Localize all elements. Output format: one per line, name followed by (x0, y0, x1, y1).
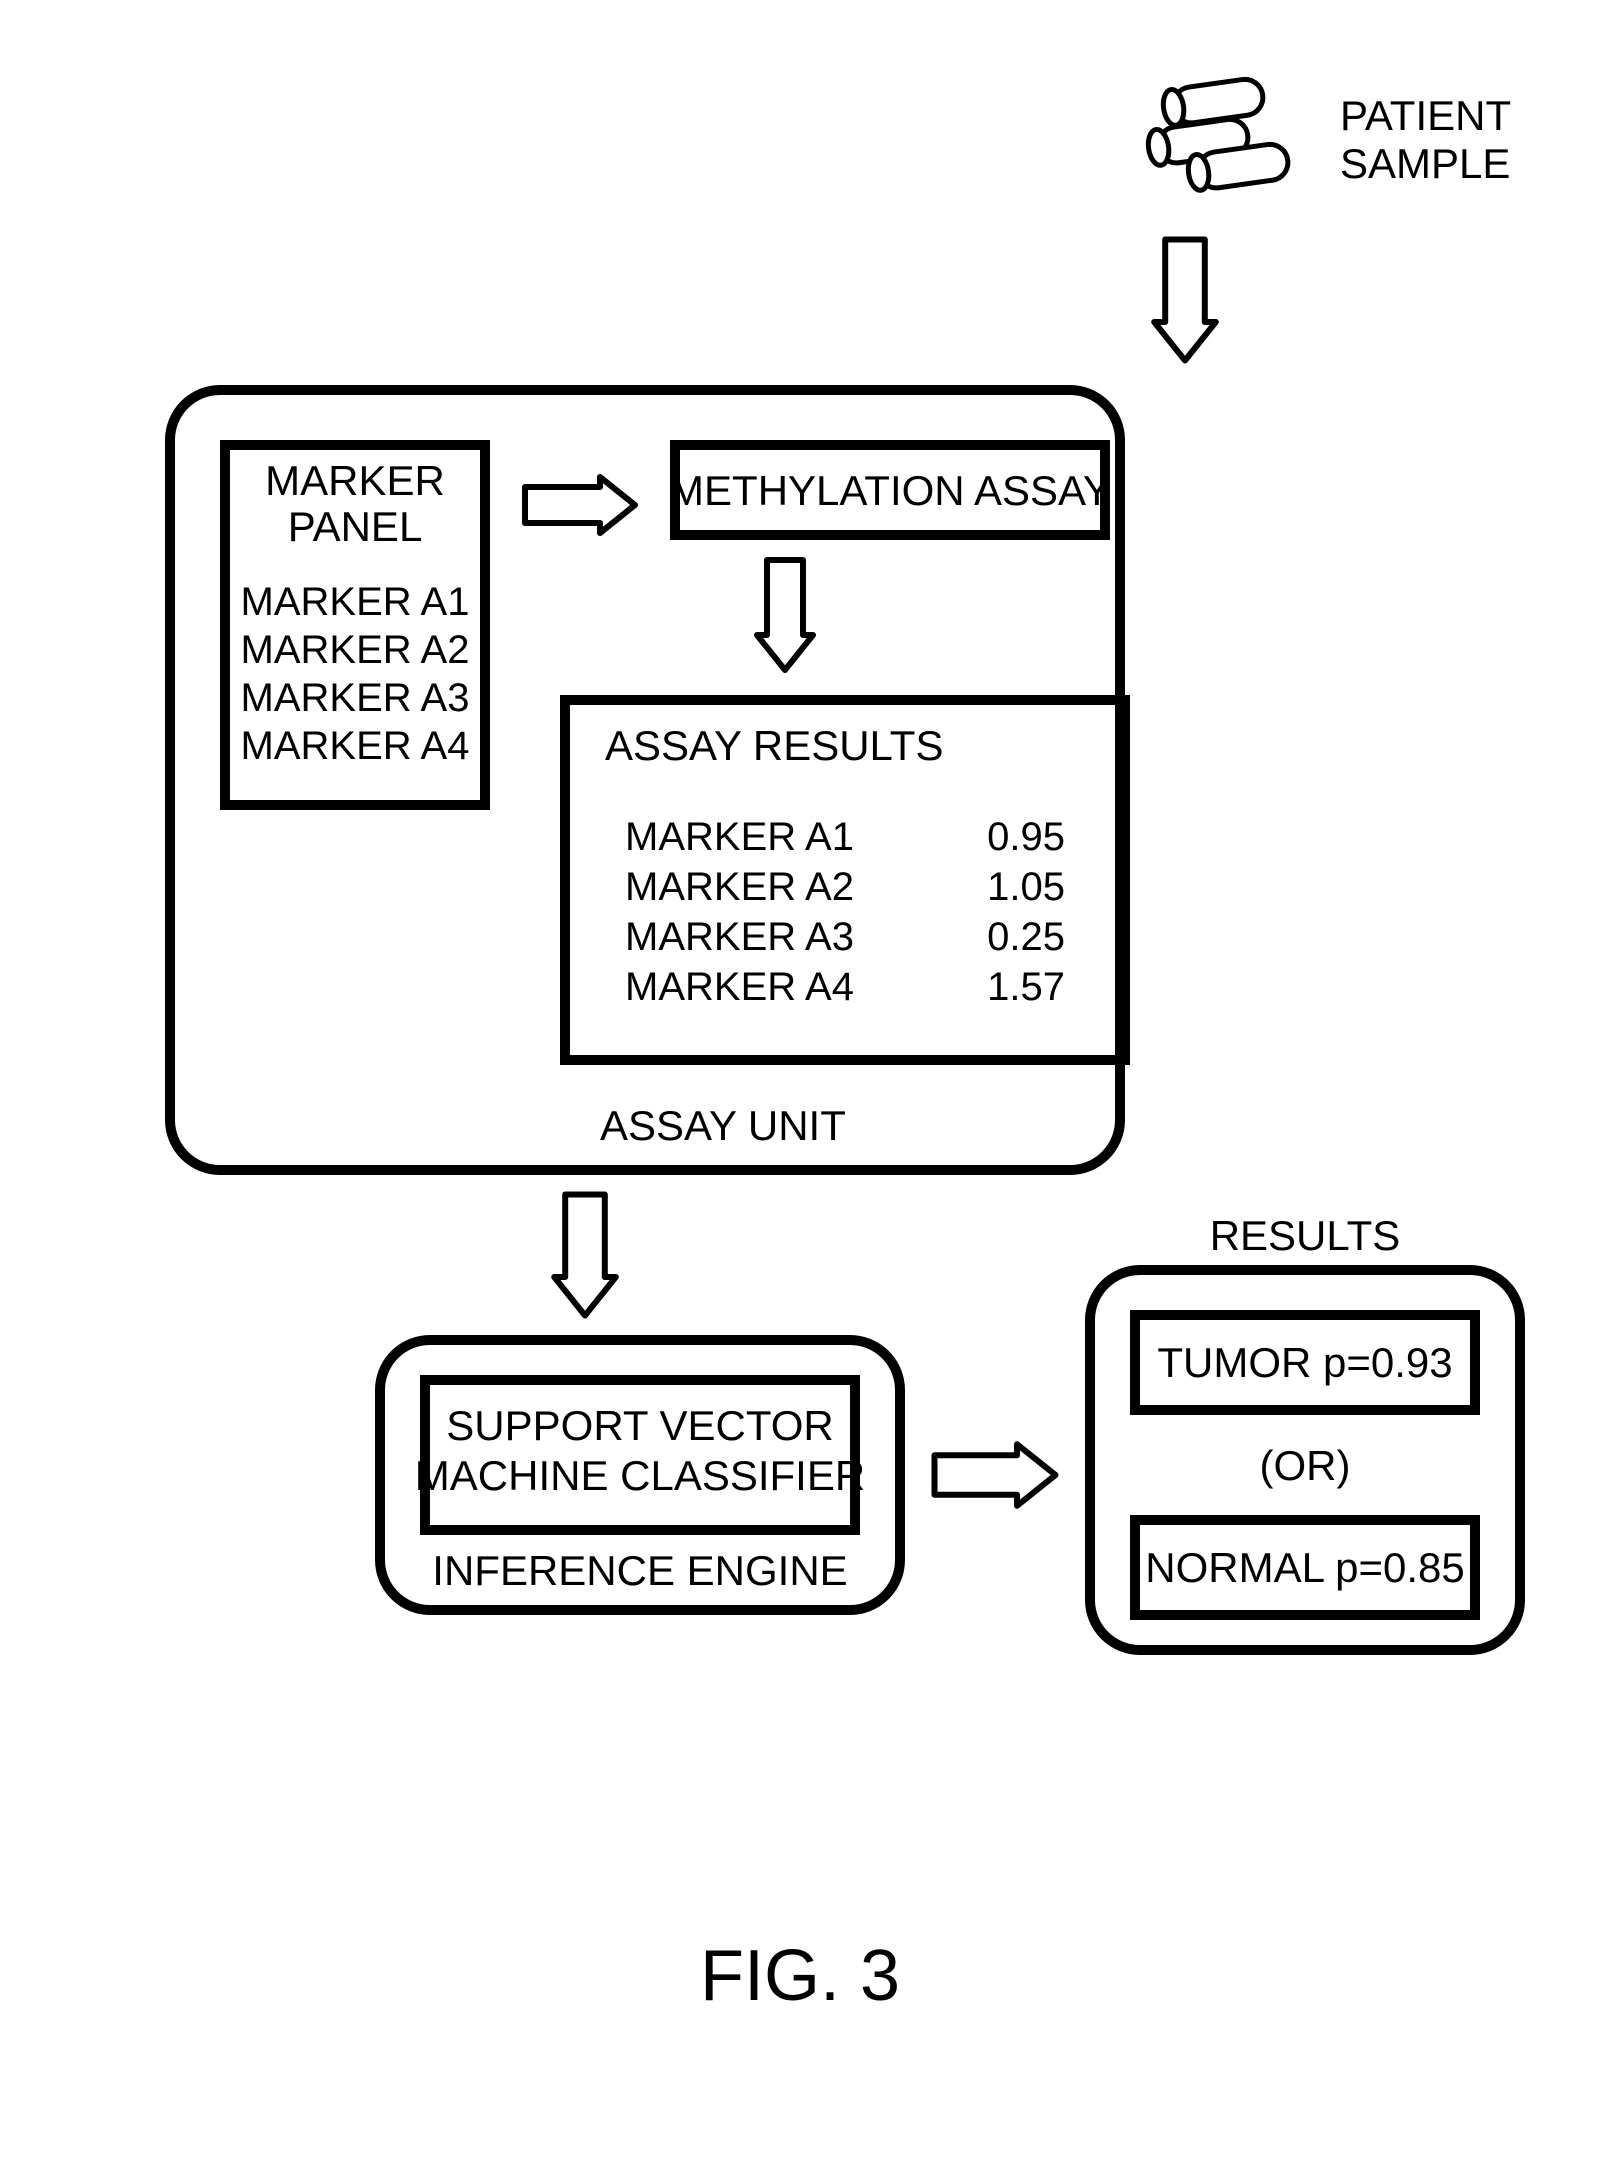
figure-label: FIG. 3 (700, 1936, 900, 2016)
assay-result-name: MARKER A1 (625, 815, 854, 859)
assay-results-title: ASSAY RESULTS (605, 722, 943, 769)
assay-result-value: 0.25 (987, 915, 1065, 959)
assay-result-name: MARKER A3 (625, 915, 854, 959)
figure-canvas: PATIENTSAMPLE ASSAY UNIT MARKERPANEL MARKER… (0, 0, 1600, 2181)
results-title: RESULTS (1210, 1212, 1401, 1259)
assay-result-value: 1.57 (987, 965, 1065, 1009)
assay-unit-label: ASSAY UNIT (600, 1102, 846, 1149)
result-normal-label: NORMAL p=0.85 (1145, 1544, 1464, 1591)
result-or-label: (OR) (1260, 1442, 1351, 1489)
marker-panel-title: MARKERPANEL (265, 457, 445, 550)
classifier-label: SUPPORT VECTORMACHINE CLASSIFIER (415, 1402, 865, 1499)
assay-result-name: MARKER A4 (625, 965, 854, 1009)
marker-panel-item: MARKER A3 (241, 676, 470, 720)
marker-panel-item: MARKER A2 (241, 628, 470, 672)
marker-panel-item: MARKER A4 (241, 724, 470, 768)
marker-panel-item: MARKER A1 (241, 580, 470, 624)
result-tumor-label: TUMOR p=0.93 (1157, 1339, 1452, 1386)
assay-result-value: 0.95 (987, 815, 1065, 859)
assay-result-value: 1.05 (987, 865, 1065, 909)
methylation-assay-label: METHYLATION ASSAY (669, 467, 1111, 514)
assay-result-name: MARKER A2 (625, 865, 854, 909)
inference-engine-label: INFERENCE ENGINE (432, 1547, 847, 1594)
patient-sample-label: PATIENTSAMPLE (1340, 92, 1511, 187)
